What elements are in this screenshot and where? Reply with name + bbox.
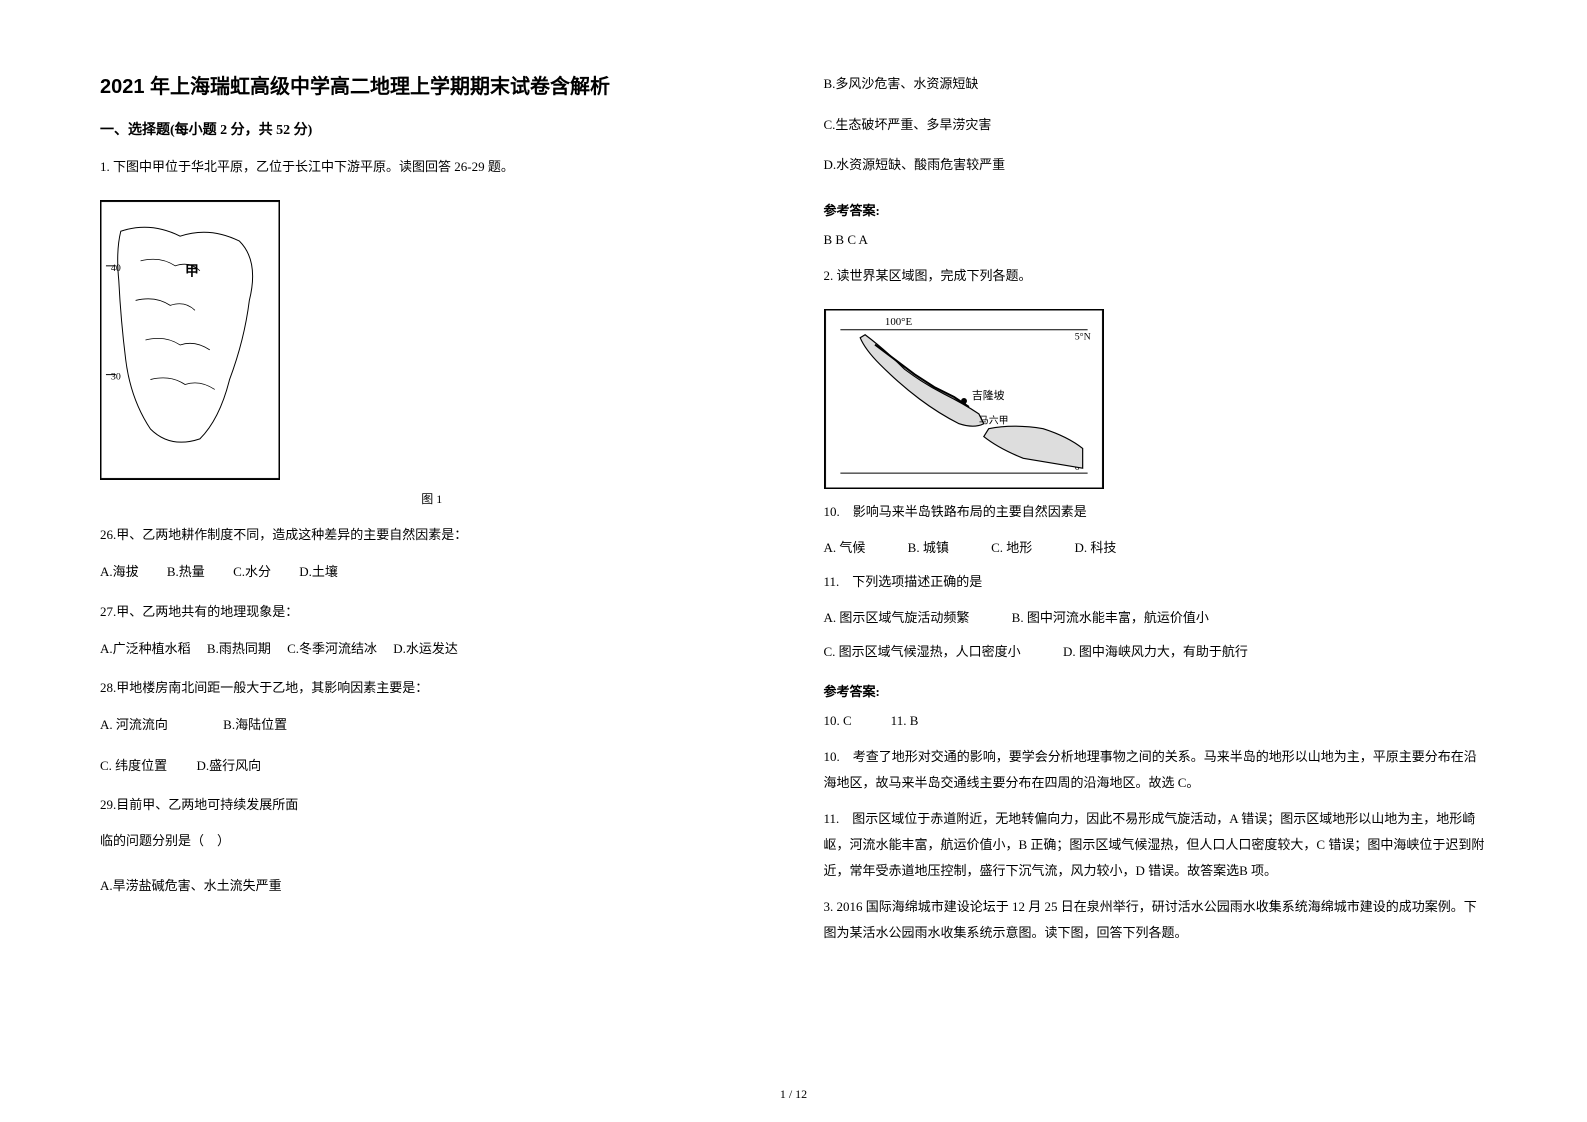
svg-text:30: 30 (111, 372, 121, 383)
q11-opt-b: B. 图中河流水能丰富，航运价值小 (1012, 610, 1209, 625)
q26-opt-c: C.水分 (233, 558, 271, 587)
figure-2-map: 100°E 5°N 0° 吉隆坡 马六甲 (824, 309, 1104, 489)
q29-opt-a: A.旱涝盐碱危害、水土流失严重 (100, 872, 764, 901)
q28-opt-d: D.盛行风向 (196, 758, 261, 773)
map-label-malacca: 马六甲 (978, 415, 1008, 427)
figure-1-caption: 图 1 (100, 490, 764, 507)
map-label-100e: 100°E (884, 316, 912, 328)
map-label-kl: 吉隆坡 (971, 388, 1004, 402)
right-column: B.多风沙危害、水资源短缺 C.生态破坏严重、多旱涝灾害 D.水资源短缺、酸雨危… (824, 70, 1488, 1082)
map-china-svg: 甲 40 30 (101, 201, 279, 479)
q27-opt-b: B.雨热同期 (207, 641, 271, 656)
q29-opt-d: D.水资源短缺、酸雨危害较严重 (824, 151, 1488, 180)
answer2-exp1: 10. 考查了地形对交通的影响，要学会分析地理事物之间的关系。马来半岛的地形以山… (824, 744, 1488, 796)
q11-options-row1: A. 图示区域气旋活动频繁 B. 图中河流水能丰富，航运价值小 (824, 605, 1488, 631)
svg-text:甲: 甲 (185, 264, 199, 279)
answer1-text: B B C A (824, 227, 1488, 253)
q28-opt-b: B.海陆位置 (223, 717, 287, 732)
q27-opt-d: D.水运发达 (393, 641, 458, 656)
q28-text: 28.甲地楼房南北间距一般大于乙地，其影响因素主要是： (100, 675, 764, 701)
q11-text: 11. 下列选项描述正确的是 (824, 569, 1488, 595)
q28-opt-a: A. 河流流向 (100, 717, 168, 732)
q27-text: 27.甲、乙两地共有的地理现象是： (100, 599, 764, 625)
q10-opt-c: C. 地形 (991, 540, 1032, 555)
svg-text:40: 40 (111, 263, 121, 274)
q26-options: A.海拔 B.热量 C.水分 D.土壤 (100, 558, 764, 587)
q27-opt-c: C.冬季河流结冰 (287, 641, 377, 656)
q1-intro: 1. 下图中甲位于华北平原，乙位于长江中下游平原。读图回答 26-29 题。 (100, 154, 764, 180)
map-label-5n: 5°N (1074, 331, 1090, 342)
q28-options-row2: C. 纬度位置 D.盛行风向 (100, 752, 764, 781)
q26-opt-d: D.土壤 (299, 558, 338, 587)
q2-intro: 2. 读世界某区域图，完成下列各题。 (824, 263, 1488, 289)
q29-opt-c: C.生态破坏严重、多旱涝灾害 (824, 111, 1488, 140)
q26-text: 26.甲、乙两地耕作制度不同，造成这种差异的主要自然因素是： (100, 522, 764, 548)
page-number: 1 / 12 (780, 1087, 807, 1102)
answer2-nums: 10. C 11. B (824, 708, 1488, 734)
answer2-exp2: 11. 图示区域位于赤道附近，无地转偏向力，因此不易形成气旋活动，A 错误；图示… (824, 806, 1488, 884)
figure-1-map: 甲 40 30 (100, 200, 280, 480)
map-malaysia-svg: 100°E 5°N 0° 吉隆坡 马六甲 (825, 310, 1103, 488)
q11-opt-d: D. 图中海峡风力大，有助于航行 (1063, 644, 1248, 659)
q10-opt-d: D. 科技 (1075, 540, 1117, 555)
q26-opt-b: B.热量 (167, 558, 205, 587)
q28-options-row1: A. 河流流向 B.海陆位置 (100, 711, 764, 740)
q10-text: 10. 影响马来半岛铁路布局的主要自然因素是 (824, 499, 1488, 525)
q28-opt-c: C. 纬度位置 (100, 758, 167, 773)
section-header: 一、选择题(每小题 2 分，共 52 分) (100, 119, 764, 139)
q27-opt-a: A.广泛种植水稻 (100, 641, 191, 656)
q10-opt-b: B. 城镇 (908, 540, 949, 555)
q27-options: A.广泛种植水稻 B.雨热同期 C.冬季河流结冰 D.水运发达 (100, 635, 764, 664)
q3-text: 3. 2016 国际海绵城市建设论坛于 12 月 25 日在泉州举行，研讨活水公… (824, 894, 1488, 946)
q26-opt-a: A.海拔 (100, 558, 139, 587)
q11-opt-c: C. 图示区域气候湿热，人口密度小 (824, 644, 1021, 659)
q29-opt-b: B.多风沙危害、水资源短缺 (824, 70, 1488, 99)
answer1-label: 参考答案: (824, 200, 1488, 219)
q10-opt-a: A. 气候 (824, 540, 866, 555)
q29-text2: 临的问题分别是（ ） (100, 828, 764, 854)
q11-options-row2: C. 图示区域气候湿热，人口密度小 D. 图中海峡风力大，有助于航行 (824, 639, 1488, 665)
q10-options: A. 气候 B. 城镇 C. 地形 D. 科技 (824, 535, 1488, 561)
answer2-label: 参考答案: (824, 681, 1488, 700)
document-title: 2021 年上海瑞虹高级中学高二地理上学期期末试卷含解析 (100, 70, 764, 99)
q29-text: 29.目前甲、乙两地可持续发展所面 (100, 792, 764, 818)
q11-opt-a: A. 图示区域气旋活动频繁 (824, 610, 970, 625)
left-column: 2021 年上海瑞虹高级中学高二地理上学期期末试卷含解析 一、选择题(每小题 2… (100, 70, 764, 1082)
